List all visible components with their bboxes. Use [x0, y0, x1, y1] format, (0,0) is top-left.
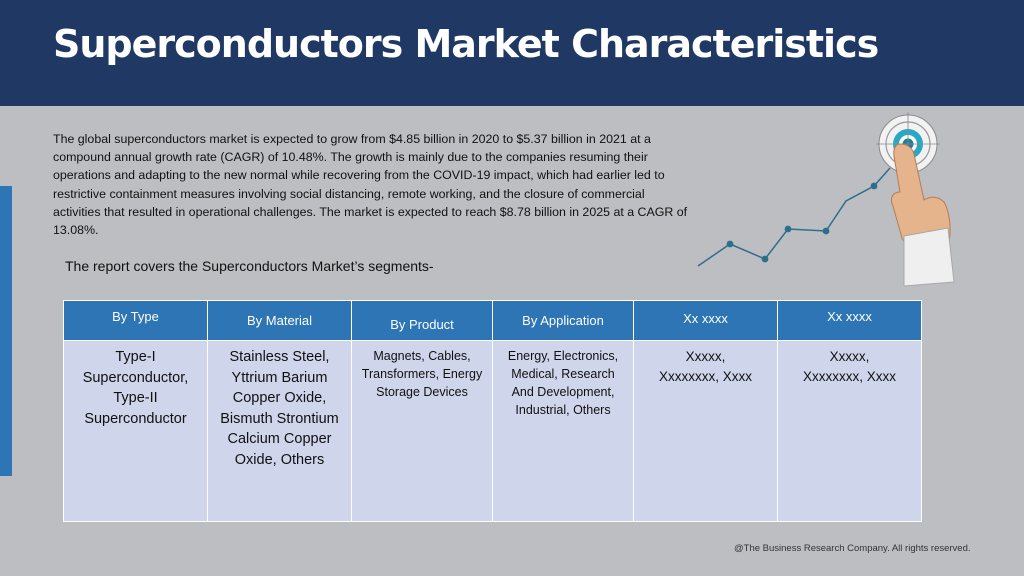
header-by-type: By Type — [63, 300, 208, 341]
header-by-material: By Material — [207, 300, 352, 341]
intro-paragraph: The global superconductors market is exp… — [53, 132, 688, 238]
header-by-application: By Application — [492, 300, 634, 341]
cell-type: Type-I Superconductor, Type-II Supercond… — [63, 340, 208, 522]
table-header-row: By Type By Material By Product By Applic… — [63, 300, 922, 341]
cell-product: Magnets, Cables, Transformers, Energy St… — [351, 340, 493, 522]
cell-placeholder-2: Xxxxx, Xxxxxxxx, Xxxx — [777, 340, 922, 522]
left-accent-bar — [0, 186, 12, 476]
cell-application: Energy, Electronics, Medical, Research A… — [492, 340, 634, 522]
page-title: Superconductors Market Characteristics — [53, 22, 879, 66]
growth-line-icon — [697, 167, 891, 267]
table-row: Type-I Superconductor, Type-II Supercond… — [63, 340, 922, 522]
header-placeholder-1: Xx xxxx — [633, 300, 778, 341]
pointing-hand-icon — [890, 143, 955, 287]
header-placeholder-2: Xx xxxx — [777, 300, 922, 341]
growth-target-illustration — [697, 112, 955, 287]
cell-material: Stainless Steel, Yttrium Barium Copper O… — [207, 340, 352, 522]
header-bar: Superconductors Market Characteristics — [0, 0, 1024, 106]
segments-intro: The report covers the Superconductors Ma… — [65, 258, 434, 274]
header-by-product: By Product — [351, 300, 493, 341]
cell-placeholder-1: Xxxxx, Xxxxxxxx, Xxxx — [633, 340, 778, 522]
copyright-footer: @The Business Research Company. All righ… — [734, 543, 971, 554]
segments-table: By Type By Material By Product By Applic… — [63, 300, 922, 522]
